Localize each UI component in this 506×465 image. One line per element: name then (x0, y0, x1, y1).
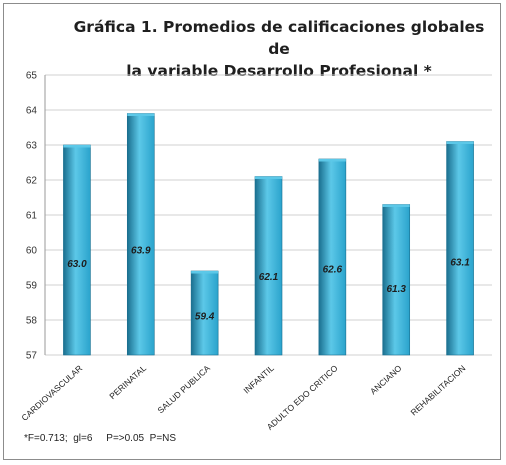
y-axis-ticks: 57 58 59 60 61 62 63 64 65 (26, 71, 38, 362)
data-label: 63.0 (67, 259, 87, 270)
bar-top-highlight (191, 271, 219, 274)
bar (190, 270, 219, 356)
bars (63, 113, 474, 356)
x-tick-label: ANCIANO (368, 363, 404, 397)
bar-top-highlight (63, 145, 91, 148)
bar-top-highlight (318, 159, 346, 162)
y-tick-label: 57 (26, 351, 38, 362)
data-labels: 63.0 63.9 59.4 62.1 62.6 61.3 63.1 (67, 246, 470, 323)
data-label: 62.1 (259, 272, 279, 283)
y-tick-label: 64 (26, 106, 38, 117)
bar (126, 113, 155, 356)
bar-top-highlight (127, 113, 155, 116)
bar-top-highlight (382, 204, 410, 207)
data-label: 63.9 (131, 246, 151, 257)
y-tick-label: 59 (26, 281, 38, 292)
bar (254, 176, 283, 356)
y-tick-label: 63 (26, 141, 38, 152)
x-tick-label: PERINATAL (107, 363, 148, 401)
data-label: 63.1 (450, 257, 470, 268)
y-tick-label: 62 (26, 176, 38, 187)
x-tick-label: SALUD PUBLICA (155, 363, 212, 416)
bar (382, 204, 411, 356)
x-tick-label: CARDIOVASCULAR (19, 363, 84, 423)
y-tick-label: 60 (26, 246, 38, 257)
data-label: 62.6 (323, 265, 343, 276)
chart-footnote: *F=0.713; gl=6 P=>0.05 P=NS (24, 433, 177, 444)
x-tick-label: INFANTIL (241, 363, 276, 396)
chart-title-line-1: Gráfica 1. Promedios de calificaciones g… (73, 18, 485, 58)
bar (63, 144, 91, 356)
x-tick-label: ADULTO EDO CRITICO (265, 363, 340, 432)
y-tick-label: 65 (26, 71, 38, 82)
data-label: 61.3 (386, 284, 406, 295)
y-tick-label: 61 (26, 211, 38, 222)
bar-top-highlight (446, 141, 474, 144)
x-axis-ticks: CARDIOVASCULAR PERINATAL SALUD PUBLICA INFA… (19, 363, 467, 432)
data-label: 59.4 (195, 312, 215, 323)
bar-top-highlight (255, 176, 282, 179)
bar (446, 141, 474, 356)
bar (318, 158, 347, 356)
x-tick-label: REHABILITACION (409, 363, 468, 417)
y-tick-label: 58 (26, 316, 38, 327)
